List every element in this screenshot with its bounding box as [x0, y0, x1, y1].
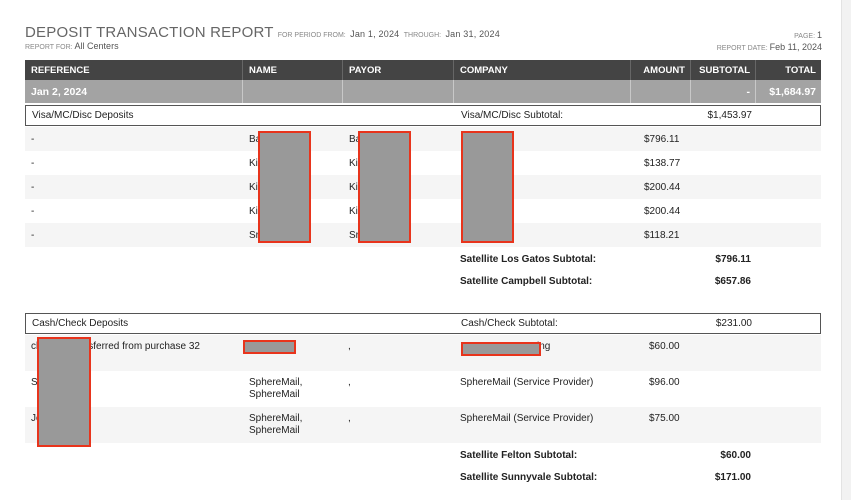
cash-group-header: Cash/Check Deposits Cash/Check Subtotal:…: [25, 313, 821, 334]
report-for: All Centers: [74, 41, 119, 51]
page-label: PAGE:: [794, 33, 816, 40]
period-from-label: FOR PERIOD FROM:: [277, 32, 346, 39]
satellite-subtotal-row: Satellite Campbell Subtotal: $657.86: [25, 269, 821, 293]
satellite-label: Satellite Los Gatos Subtotal:: [460, 253, 597, 265]
row-name: SphereMail, SphereMail: [249, 413, 303, 436]
date-cell-blank: [631, 80, 691, 103]
satellite-label: Satellite Sunnyvale Subtotal:: [460, 471, 598, 483]
col-payor: PAYOR: [343, 60, 454, 80]
date-cell-blank: [454, 80, 631, 103]
table-row: - Ki gan Ki gan $200.44: [25, 199, 821, 223]
visa-group-header: Visa/MC/Disc Deposits Visa/MC/Disc Subto…: [25, 105, 821, 126]
col-amount: AMOUNT: [631, 60, 691, 80]
redaction-box: [243, 340, 296, 354]
row-reference: Jo: [25, 407, 243, 443]
report-meta: PAGE: 1 REPORT DATE: Feb 11, 2024: [717, 30, 822, 54]
row-payor: ,: [348, 377, 351, 388]
table-row: - Ba Ba s $796.11: [25, 127, 821, 151]
visa-subtotal: $1,453.97: [707, 110, 753, 121]
row-reference: cl ansferred from purchase 32: [31, 341, 200, 352]
satellite-value: $60.00: [720, 449, 751, 461]
table-header: REFERENCE NAME PAYOR COMPANY AMOUNT SUBT…: [25, 60, 821, 80]
row-name: Ba: [249, 133, 262, 145]
redaction-box: [258, 131, 311, 243]
report-for-line: REPORT FOR: All Centers: [25, 41, 119, 51]
period-through: Jan 31, 2024: [445, 29, 500, 39]
table-row: - Ki gan Ki gan $200.44: [25, 175, 821, 199]
date-cell-blank: [343, 80, 454, 103]
redaction-box: [461, 342, 541, 356]
row-payor: ,: [348, 413, 351, 424]
table-row: Jo SphereMail, SphereMail , SphereMail (…: [25, 407, 821, 443]
row-amount: $200.44: [644, 205, 681, 217]
satellite-subtotal-row: Satellite Felton Subtotal: $60.00: [25, 443, 821, 467]
row-amount: $138.77: [644, 157, 681, 169]
row-reference: -: [31, 181, 35, 193]
report-title-line: DEPOSIT TRANSACTION REPORT FOR PERIOD FR…: [25, 24, 500, 41]
visa-group-label: Visa/MC/Disc Deposits: [32, 110, 134, 121]
row-reference: -: [31, 229, 35, 241]
vertical-scrollbar[interactable]: [841, 0, 851, 500]
col-company: COMPANY: [454, 60, 631, 80]
table-row: - Sr a Sr a $118.21: [25, 223, 821, 247]
satellite-subtotal-row: Satellite Sunnyvale Subtotal: $171.00: [25, 465, 821, 489]
row-reference: -: [31, 157, 35, 169]
col-total: TOTAL: [785, 64, 816, 76]
period-from: Jan 1, 2024: [350, 29, 400, 39]
row-reference: -: [31, 133, 35, 145]
satellite-label: Satellite Campbell Subtotal:: [460, 275, 593, 287]
cash-group-label: Cash/Check Deposits: [32, 318, 129, 329]
satellite-label: Satellite Felton Subtotal:: [460, 449, 578, 461]
redaction-box: [358, 131, 411, 243]
report-title: DEPOSIT TRANSACTION REPORT: [25, 24, 274, 41]
row-amount: $118.21: [644, 229, 680, 241]
row-amount: $796.11: [644, 133, 680, 145]
row-reference: -: [31, 205, 35, 217]
redaction-box: [37, 337, 91, 447]
row-payor: ,: [348, 341, 351, 352]
date-row: Jan 2, 2024 - $1,684.97: [25, 80, 821, 103]
col-name: NAME: [243, 60, 343, 80]
col-subtotal: SUBTOTAL: [691, 60, 756, 80]
redaction-box: [461, 131, 514, 243]
row-name: SphereMail, SphereMail: [249, 377, 303, 400]
row-amount: $96.00: [649, 377, 680, 388]
report-date-label: REPORT DATE:: [716, 45, 768, 52]
table-row: cl ansferred from purchase 32 , ing $60.…: [25, 335, 821, 371]
satellite-subtotal-row: Satellite Los Gatos Subtotal: $796.11: [25, 247, 821, 271]
table-row: Sl ng SphereMail, SphereMail , SphereMai…: [25, 371, 821, 407]
cash-subtotal-label: Cash/Check Subtotal:: [461, 318, 558, 329]
period-through-label: THROUGH:: [403, 32, 442, 39]
satellite-value: $657.86: [714, 275, 751, 287]
cash-subtotal: $231.00: [715, 318, 752, 329]
row-company: SphereMail (Service Provider): [460, 377, 594, 388]
date-value: Jan 2, 2024: [25, 80, 243, 103]
row-amount: $75.00: [649, 413, 680, 424]
col-reference: REFERENCE: [25, 60, 243, 80]
page-number: 1: [816, 30, 822, 40]
satellite-value: $171.00: [714, 471, 751, 483]
row-amount: $60.00: [649, 341, 680, 352]
row-company: ing: [537, 341, 551, 352]
satellite-value: $796.11: [715, 253, 751, 265]
date-total: $1,684.97: [769, 85, 816, 98]
row-payor: Ba: [349, 133, 362, 145]
visa-subtotal-label: Visa/MC/Disc Subtotal:: [461, 110, 564, 121]
date-cell-blank: [243, 80, 343, 103]
row-company: SphereMail (Service Provider): [460, 413, 594, 424]
report-header: DEPOSIT TRANSACTION REPORT FOR PERIOD FR…: [25, 24, 822, 54]
report-date: Feb 11, 2024: [769, 42, 822, 52]
date-subtotal: -: [691, 80, 756, 103]
table-row: - Ki gan Ki gan $138.77: [25, 151, 821, 175]
report-for-label: REPORT FOR:: [25, 44, 73, 51]
row-amount: $200.44: [644, 181, 681, 193]
